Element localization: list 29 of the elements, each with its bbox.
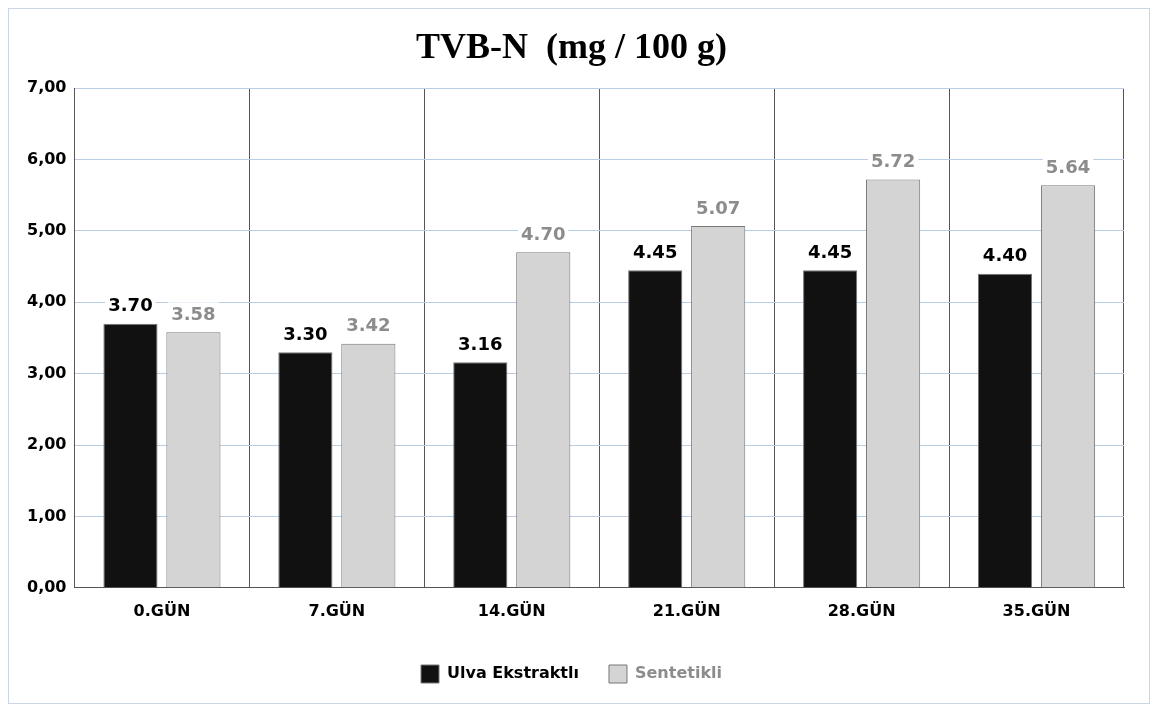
y-tick-label: 1,00 bbox=[26, 505, 67, 525]
y-tick-label: 5,00 bbox=[26, 220, 67, 240]
data-label: 5.07 bbox=[695, 196, 741, 218]
data-label: 3.30 bbox=[283, 322, 328, 344]
chart-title: TVB-N (mg / 100 g) bbox=[416, 25, 727, 66]
y-tick-label: 0,00 bbox=[26, 576, 67, 596]
legend-label: Ulva Ekstraktlı bbox=[447, 663, 579, 683]
data-label: 4.45 bbox=[633, 240, 678, 262]
x-tick-label: 28.GÜN bbox=[827, 600, 896, 620]
data-label: 3.42 bbox=[346, 314, 391, 336]
legend-label: Sentetikli bbox=[634, 663, 722, 683]
data-label: 4.45 bbox=[807, 240, 853, 262]
data-label: 3.58 bbox=[171, 302, 216, 324]
data-label: 4.40 bbox=[982, 244, 1028, 266]
x-tick-label: 0.GÜN bbox=[133, 600, 191, 620]
data-label: 4.70 bbox=[521, 223, 566, 245]
data-label: 5.64 bbox=[1045, 155, 1091, 177]
x-tick-label: 21.GÜN bbox=[652, 600, 721, 620]
y-tick-label: 3,00 bbox=[26, 362, 67, 382]
x-tick-label: 7.GÜN bbox=[308, 600, 366, 620]
y-tick-label: 2,00 bbox=[26, 434, 67, 454]
x-tick-label: 35.GÜN bbox=[1002, 600, 1071, 620]
x-tick-label: 14.GÜN bbox=[477, 600, 546, 620]
data-label: 5.72 bbox=[870, 150, 916, 172]
y-tick-label: 4,00 bbox=[26, 291, 67, 311]
data-label: 3.70 bbox=[108, 294, 153, 316]
y-tick-label: 6,00 bbox=[26, 148, 67, 168]
data-label: 3.16 bbox=[458, 332, 503, 354]
y-tick-label: 7,00 bbox=[26, 77, 67, 97]
